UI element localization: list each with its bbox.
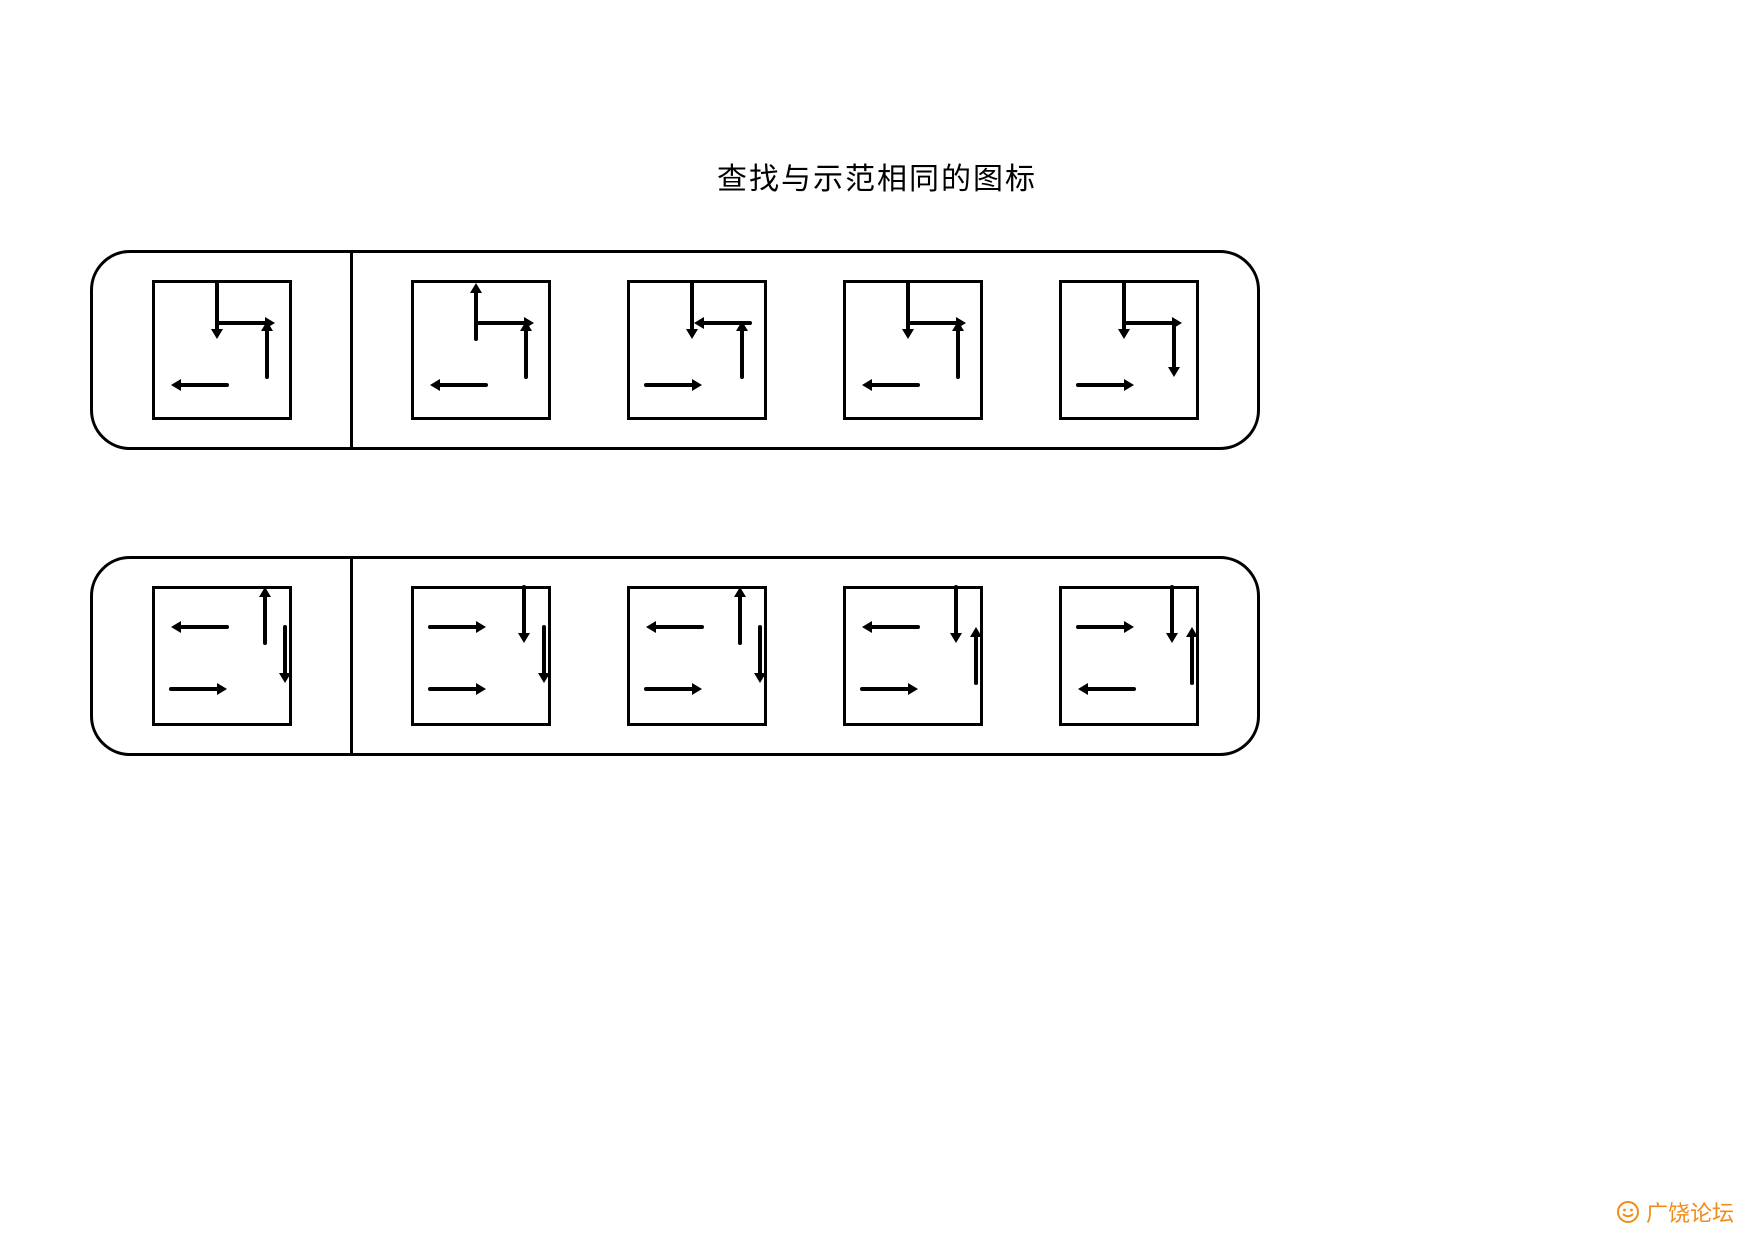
arrow-up-icon: [1184, 625, 1200, 685]
arrow-up-icon: [259, 319, 275, 379]
arrow-down-icon: [1116, 281, 1132, 341]
arrow-up-icon: [732, 585, 748, 645]
puzzle-cell-example-r1: [152, 280, 292, 420]
puzzle-cell-r2-o4: [1059, 586, 1199, 726]
puzzle-cell-r1-o1: [411, 280, 551, 420]
arrow-left-icon: [169, 619, 229, 635]
arrow-right-icon: [428, 619, 488, 635]
arrow-down-icon: [752, 625, 768, 685]
arrow-up-icon: [950, 319, 966, 379]
arrow-down-icon: [209, 281, 225, 341]
puzzle-cell-r2-o1: [411, 586, 551, 726]
arrow-down-icon: [684, 281, 700, 341]
arrow-up-icon: [734, 319, 750, 379]
arrow-left-icon: [169, 377, 229, 393]
page-title: 查找与示范相同的图标: [0, 154, 1754, 198]
options-pane: [353, 253, 1257, 447]
arrow-right-icon: [1076, 377, 1136, 393]
puzzle-row-2: [90, 556, 1260, 756]
watermark-smiley-icon: [1616, 1200, 1640, 1224]
watermark: 广饶论坛: [1616, 1196, 1734, 1228]
puzzle-cell-example-r2: [152, 586, 292, 726]
arrow-left-icon: [860, 377, 920, 393]
arrow-down-icon: [948, 585, 964, 645]
arrow-left-icon: [860, 619, 920, 635]
arrow-down-icon: [900, 281, 916, 341]
puzzle-row-1: [90, 250, 1260, 450]
arrow-right-icon: [428, 681, 488, 697]
arrow-down-icon: [1166, 319, 1182, 379]
example-pane: [93, 559, 353, 753]
puzzle-cell-r1-o4: [1059, 280, 1199, 420]
arrow-up-icon: [968, 625, 984, 685]
arrow-right-icon: [644, 377, 704, 393]
arrow-left-icon: [428, 377, 488, 393]
arrow-right-icon: [644, 681, 704, 697]
arrow-left-icon: [1076, 681, 1136, 697]
puzzle-cell-r2-o3: [843, 586, 983, 726]
arrow-down-icon: [516, 585, 532, 645]
arrow-down-icon: [1164, 585, 1180, 645]
arrow-down-icon: [536, 625, 552, 685]
arrow-right-icon: [169, 681, 229, 697]
options-pane: [353, 559, 1257, 753]
arrow-right-icon: [1076, 619, 1136, 635]
puzzle-cell-r2-o2: [627, 586, 767, 726]
arrow-up-icon: [468, 281, 484, 341]
arrow-right-icon: [860, 681, 920, 697]
example-pane: [93, 253, 353, 447]
watermark-text: 广饶论坛: [1646, 1196, 1734, 1228]
arrow-up-icon: [257, 585, 273, 645]
arrow-left-icon: [644, 619, 704, 635]
puzzle-cell-r1-o3: [843, 280, 983, 420]
puzzle-cell-r1-o2: [627, 280, 767, 420]
arrow-down-icon: [277, 625, 293, 685]
arrow-up-icon: [518, 319, 534, 379]
